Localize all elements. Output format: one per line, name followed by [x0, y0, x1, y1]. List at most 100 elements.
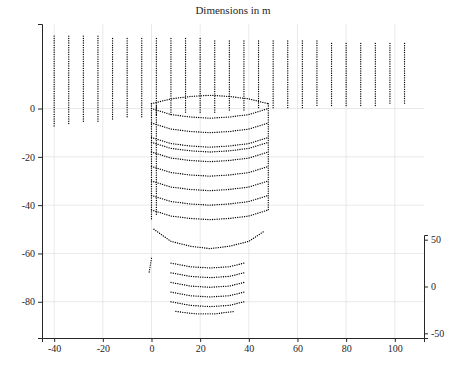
y-tick: -40	[22, 200, 42, 211]
cloud-trace	[243, 41, 244, 111]
cloud-trace	[229, 41, 230, 111]
cloud-trace	[214, 41, 215, 113]
y-grid-line	[42, 205, 424, 206]
x-tick-mark	[54, 338, 55, 342]
y-axis-line	[38, 25, 43, 339]
cloud-trace	[151, 167, 268, 177]
y-tick-label: -40	[22, 200, 35, 211]
y-tick-mark	[38, 157, 42, 158]
x-tick: 80	[342, 338, 352, 354]
chart: -40 -20 0 20 40 60 80 100 -80 -60 -40 -20 0 -50 0 50 Dim…	[0, 0, 460, 369]
cloud-trace	[171, 302, 244, 307]
y-tick: -60	[22, 248, 42, 259]
x-tick-mark	[249, 338, 250, 342]
x-tick: -40	[48, 338, 61, 354]
x-tick-mark	[103, 338, 104, 342]
x-tick: 100	[388, 338, 403, 354]
cloud-trace	[151, 181, 268, 191]
y-tick-mark	[38, 205, 42, 206]
cloud-trace	[151, 123, 268, 133]
x-tick-label: -20	[97, 343, 110, 354]
cloud-trace	[302, 41, 303, 109]
x-tick-label: -40	[48, 343, 61, 354]
y-tick-label: -20	[22, 152, 35, 163]
y2-tick-mark	[424, 333, 428, 334]
x-tick: 60	[293, 338, 303, 354]
cloud-trace	[389, 43, 390, 103]
cloud-trace	[151, 210, 268, 220]
cloud-trace	[127, 38, 128, 118]
cloud-trace	[156, 106, 157, 215]
cloud-trace	[360, 43, 361, 106]
chart-title: Dimensions in m	[195, 4, 271, 16]
cloud-trace	[156, 38, 157, 115]
x-tick-label: 60	[293, 343, 303, 354]
y-tick-mark	[38, 109, 42, 110]
cloud-trace	[258, 41, 259, 109]
cloud-trace	[404, 43, 405, 103]
cloud-trace	[171, 292, 244, 297]
cloud-trace	[68, 36, 69, 125]
y2-axis-line	[425, 236, 429, 339]
cloud-trace	[151, 152, 268, 162]
y-tick: -80	[22, 296, 42, 307]
x-tick-mark	[151, 338, 152, 342]
cloud-trace	[345, 43, 346, 106]
cloud-trace	[141, 38, 142, 118]
y-grid-line	[42, 156, 424, 157]
cloud-trace	[171, 282, 244, 287]
x-tick-label: 40	[244, 343, 254, 354]
y-tick-mark	[38, 253, 42, 254]
cloud-trace	[170, 38, 171, 115]
x-tick-mark	[297, 338, 298, 342]
grid	[42, 24, 424, 338]
x-grid-line	[200, 24, 201, 338]
x-tick-label: 100	[388, 343, 403, 354]
x-grid-line	[394, 24, 395, 338]
y-grid-line	[42, 253, 424, 254]
x-grid-line	[248, 24, 249, 338]
y-tick-label: -80	[22, 296, 35, 307]
cloud-trace	[151, 195, 268, 205]
cloud-trace	[83, 36, 84, 123]
y-grid-line	[42, 301, 424, 302]
point-cloud	[54, 36, 404, 314]
y2-tick: 50	[424, 234, 441, 245]
cloud-trace	[171, 273, 244, 278]
x-tick-mark	[200, 338, 201, 342]
x-tick-label: 20	[196, 343, 206, 354]
y2-tick-mark	[424, 240, 428, 241]
x-axis: -40 -20 0 20 40 60 80 100	[43, 338, 425, 354]
y-axis: -80 -60 -40 -20 0	[22, 25, 43, 339]
cloud-trace	[54, 36, 55, 128]
x-grid-line	[346, 24, 347, 338]
x-tick: 40	[244, 338, 254, 354]
y2-tick-label: -50	[431, 328, 444, 339]
cloud-trace	[200, 38, 201, 113]
y2-tick: -50	[424, 328, 444, 339]
cloud-trace	[151, 95, 268, 103]
y-tick-label: -60	[22, 248, 35, 259]
x-tick-mark	[395, 338, 396, 342]
y-tick: -20	[22, 152, 42, 163]
cloud-trace	[151, 138, 268, 148]
y-tick-mark	[38, 302, 42, 303]
cloud-trace	[331, 43, 332, 106]
cloud-trace	[97, 36, 98, 123]
x-tick-mark	[346, 338, 347, 342]
x-grid-line	[102, 24, 103, 338]
y2-tick-mark	[424, 287, 428, 288]
y2-tick-label: 0	[431, 281, 436, 292]
cloud-trace	[151, 142, 268, 152]
x-tick: 0	[149, 338, 154, 354]
x-tick: 20	[196, 338, 206, 354]
cloud-trace	[112, 38, 113, 120]
y2-axis: -50 0 50	[424, 234, 444, 339]
x-tick-label: 80	[342, 343, 352, 354]
y-tick-label: 0	[30, 103, 35, 114]
x-axis-line	[43, 339, 425, 343]
cloud-trace	[316, 41, 317, 106]
y2-tick: 0	[424, 281, 436, 292]
cloud-trace	[185, 38, 186, 113]
cloud-trace	[154, 229, 263, 248]
